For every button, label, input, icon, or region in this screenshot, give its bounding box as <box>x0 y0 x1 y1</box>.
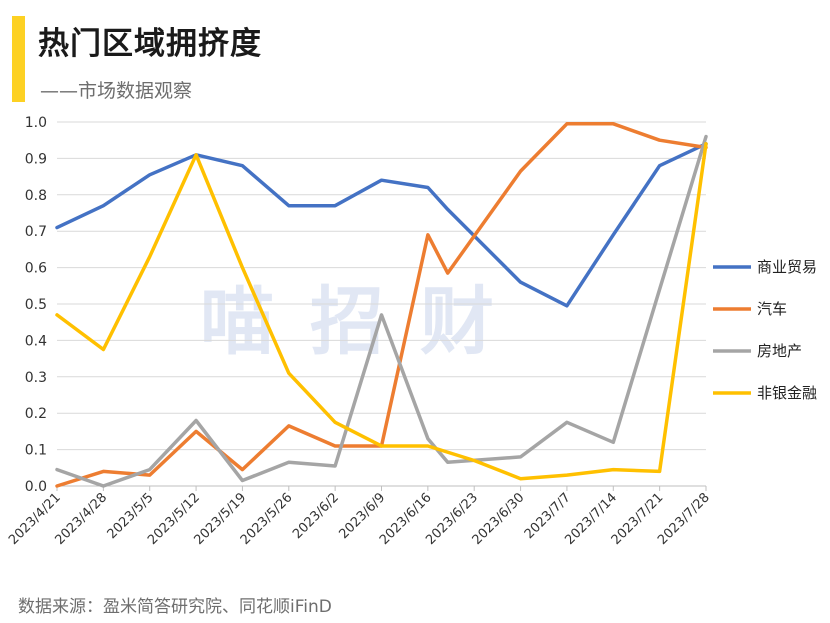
title-accent-bar <box>12 16 25 102</box>
page-subtitle: ——市场数据观察 <box>40 80 193 102</box>
data-source-note: 数据来源：盈米简答研究院、同花顺iFinD <box>18 597 332 617</box>
legend-label: 商业贸易 <box>757 258 817 276</box>
y-tick-label: 0.1 <box>25 443 47 459</box>
y-tick-label: 0.0 <box>25 479 47 495</box>
legend-label: 非银金融 <box>757 384 817 402</box>
series-line-2 <box>55 122 708 488</box>
series-line-1 <box>55 142 708 308</box>
y-tick-label: 0.3 <box>25 370 47 386</box>
page-title: 热门区域拥挤度 <box>38 26 262 62</box>
y-tick-label: 0.9 <box>25 151 47 167</box>
y-tick-label: 0.8 <box>25 188 47 204</box>
y-tick-label: 1.0 <box>25 115 47 131</box>
legend-label: 房地产 <box>757 342 802 360</box>
series-line-3 <box>55 134 708 488</box>
y-tick-label: 0.4 <box>25 333 47 349</box>
x-tick-label: 2023/6/2 <box>290 490 342 542</box>
series-line-4 <box>55 142 708 481</box>
legend-label: 汽车 <box>757 300 787 318</box>
watermark: 喵招财 <box>200 279 530 365</box>
y-tick-label: 0.6 <box>25 261 47 277</box>
y-tick-label: 0.2 <box>25 406 47 422</box>
y-tick-label: 0.7 <box>25 224 47 240</box>
y-tick-label: 0.5 <box>25 297 47 313</box>
